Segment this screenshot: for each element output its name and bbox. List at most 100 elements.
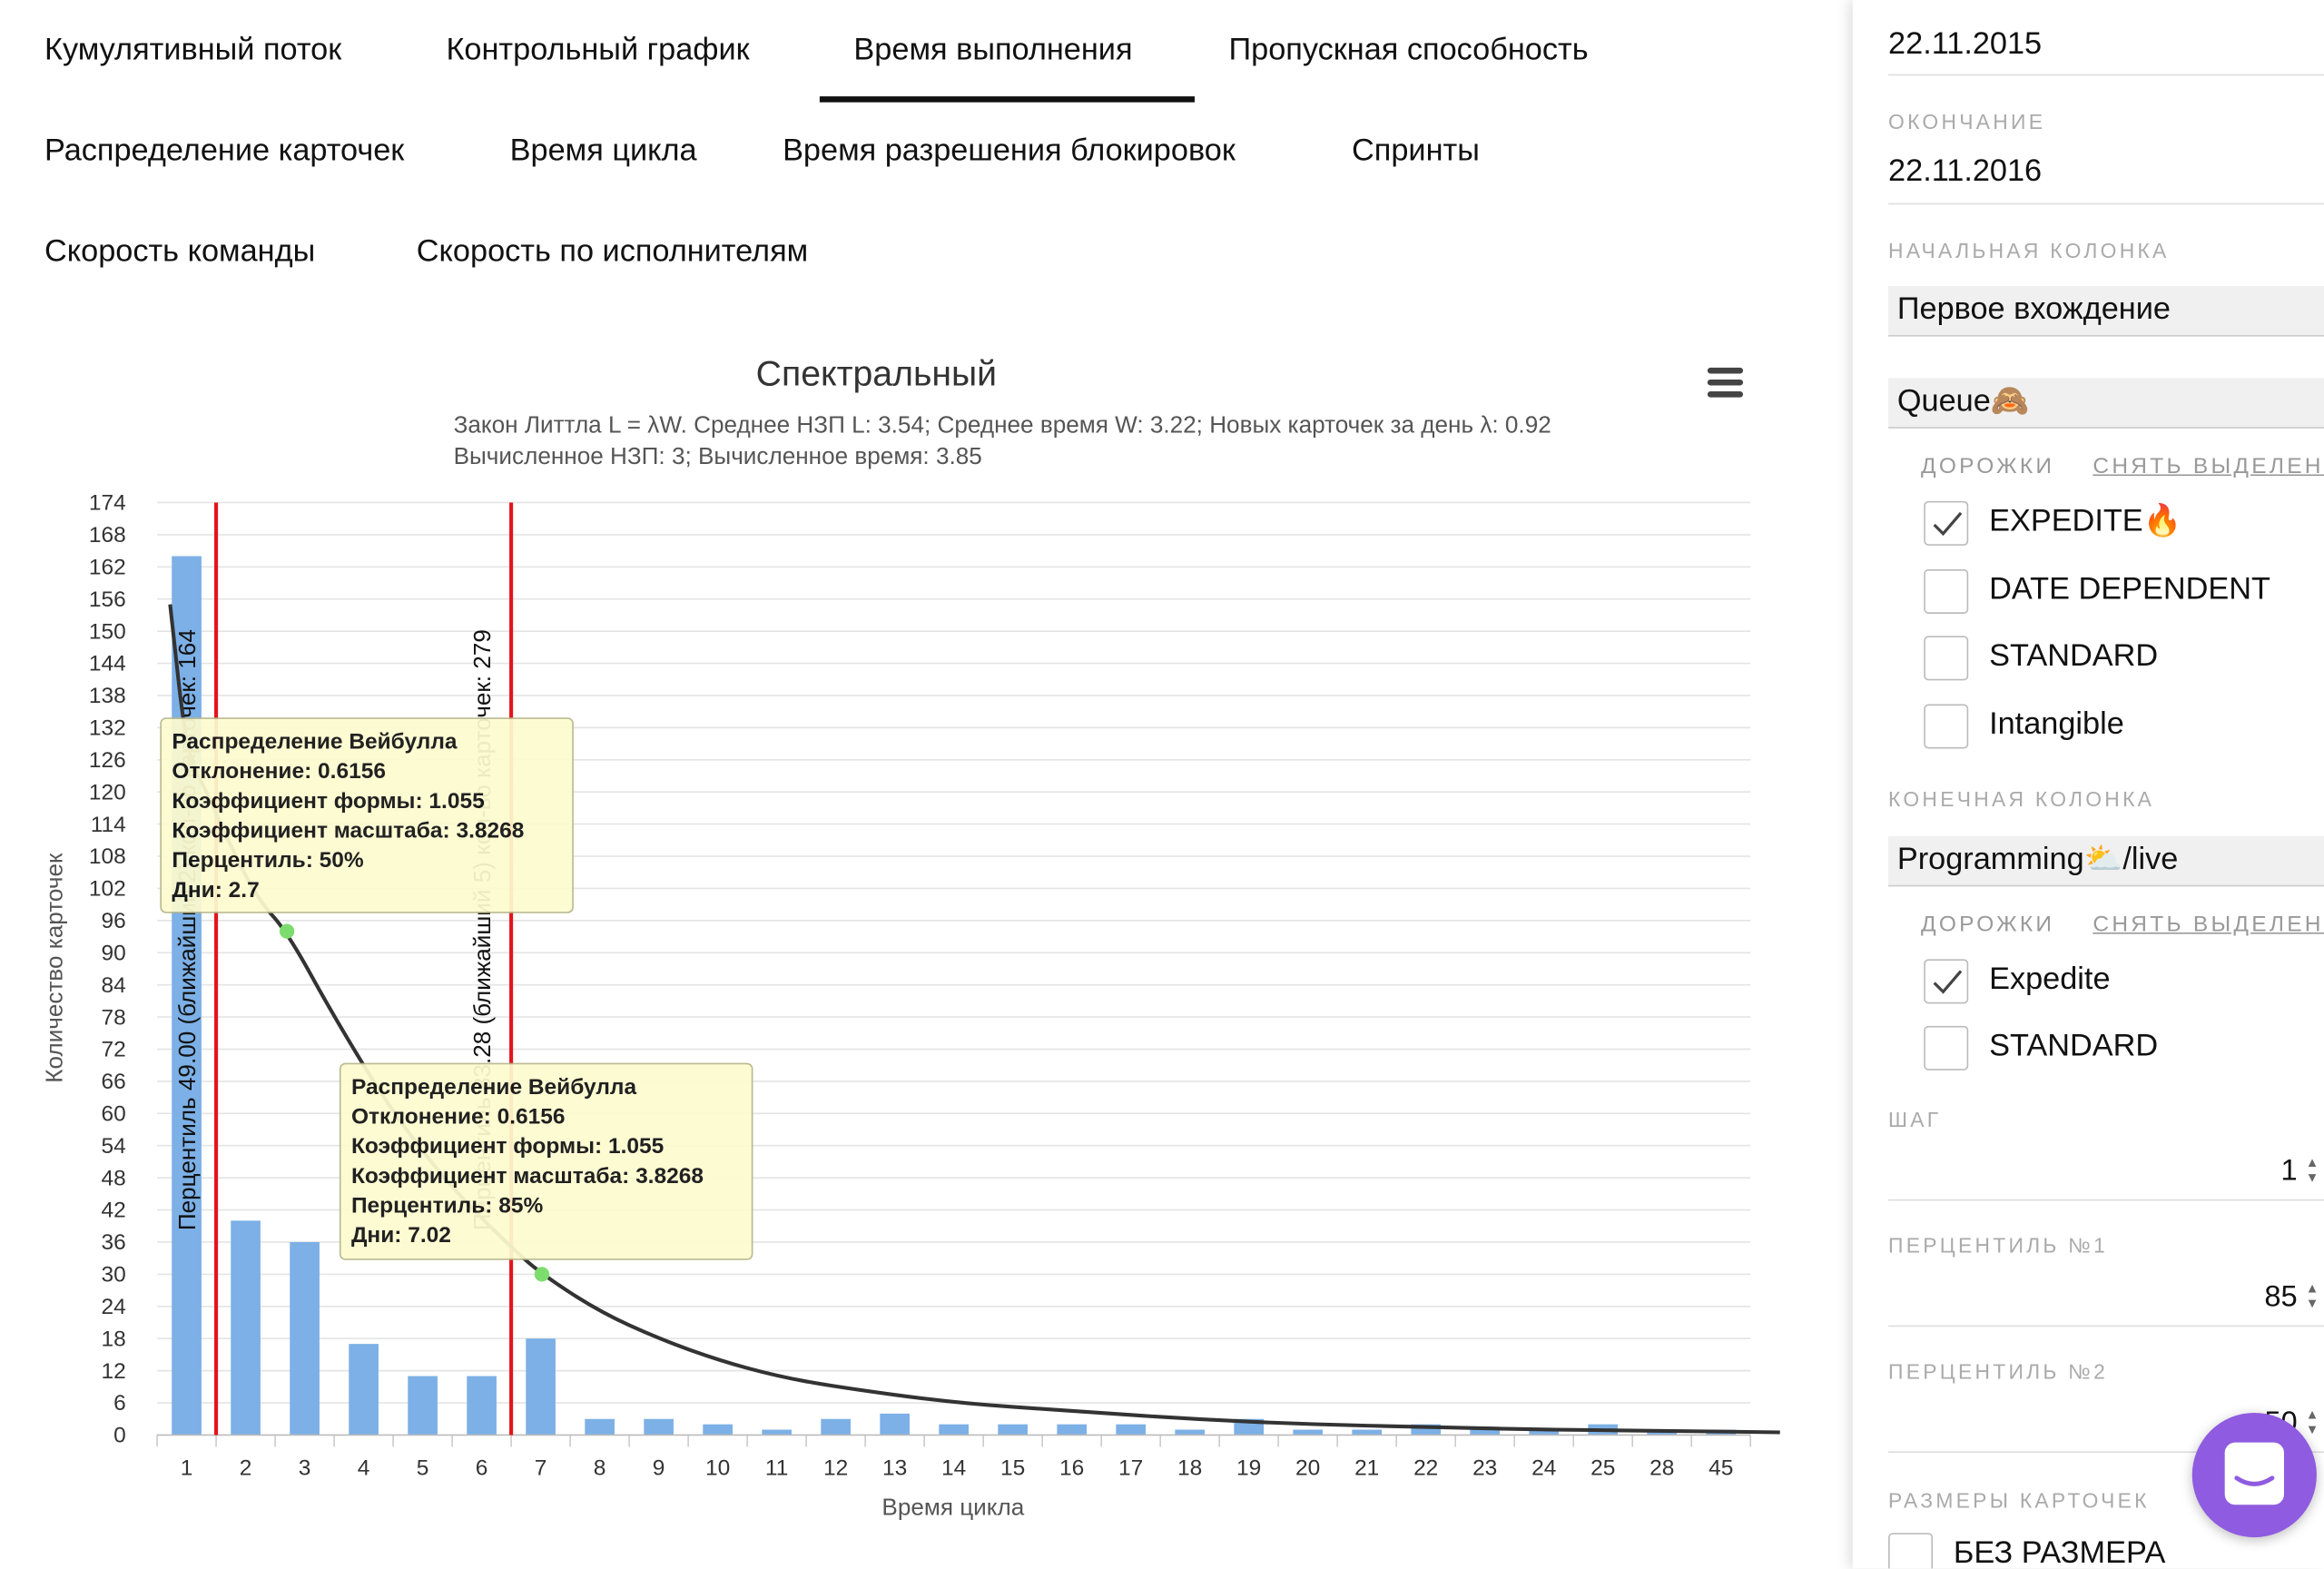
bar xyxy=(467,1376,497,1436)
checkbox[interactable] xyxy=(1924,704,1969,749)
lane-label: Intangible xyxy=(1989,706,2124,742)
start-column-mode-select[interactable]: Первое вхождение xyxy=(1888,286,2324,337)
bar xyxy=(1352,1429,1383,1436)
start-lanes-deselect-link[interactable]: СНЯТЬ ВЫДЕЛЕНИ xyxy=(2093,453,2324,479)
percentile2-label: ПЕРЦЕНТИЛЬ №2 xyxy=(1888,1359,2109,1384)
y-tick-label: 90 xyxy=(102,941,126,965)
tooltip-line: Отклонение: 0.6156 xyxy=(172,758,386,784)
tab-team-velocity[interactable]: Скорость команды xyxy=(44,233,316,269)
x-tick-label: 11 xyxy=(765,1456,788,1481)
tab-cumulative-flow[interactable]: Кумулятивный поток xyxy=(44,32,342,67)
y-tick-label: 24 xyxy=(102,1295,126,1319)
checkbox[interactable] xyxy=(1924,959,1969,1004)
lane-label: STANDARD xyxy=(1989,638,2159,674)
tooltip-line: Распределение Вейбулла xyxy=(350,1074,637,1100)
curve-marker xyxy=(279,923,295,939)
tab-control-chart[interactable]: Контрольный график xyxy=(446,32,750,67)
tooltip-line: Распределение Вейбулла xyxy=(172,729,458,755)
tab-assignee-velocity[interactable]: Скорость по исполнителям xyxy=(416,233,809,269)
weibull-tooltip-50: Распределение Вейбулла Отклонение: 0.615… xyxy=(160,717,574,913)
tab-sprints[interactable]: Спринты xyxy=(1352,133,1480,168)
y-tick-label: 0 xyxy=(113,1424,126,1448)
end-lanes-deselect-link[interactable]: СНЯТЬ ВЫДЕЛЕНИ xyxy=(2093,912,2324,937)
y-tick-label: 48 xyxy=(102,1166,126,1190)
y-tick-label: 150 xyxy=(89,619,126,644)
bar xyxy=(1411,1424,1442,1436)
x-tick-label: 1 xyxy=(181,1456,193,1481)
bar xyxy=(349,1344,379,1436)
lane-label: STANDARD xyxy=(1989,1029,2159,1063)
checkbox[interactable] xyxy=(1924,1025,1969,1071)
tab-cycle-time[interactable]: Время цикла xyxy=(509,133,697,168)
y-tick-label: 138 xyxy=(89,684,126,708)
y-tick-label: 174 xyxy=(89,491,126,516)
chat-launcher-button[interactable] xyxy=(2191,1412,2317,1538)
end-column-select[interactable]: Programming⛅/live xyxy=(1888,835,2324,887)
percentile1-label: ПЕРЦЕНТИЛЬ №1 xyxy=(1888,1233,2109,1258)
y-tick-label: 78 xyxy=(102,1005,126,1030)
y-tick-label: 60 xyxy=(102,1101,126,1126)
end-date-label: ОКОНЧАНИЕ xyxy=(1888,109,2046,133)
x-tick-label: 25 xyxy=(1590,1456,1615,1481)
bar xyxy=(998,1424,1028,1436)
step-input[interactable] xyxy=(2205,1150,2324,1192)
weibull-tooltip-85: Распределение Вейбулла Отклонение: 0.615… xyxy=(339,1062,753,1260)
y-tick-label: 66 xyxy=(102,1070,126,1094)
x-tick-label: 22 xyxy=(1413,1456,1438,1481)
y-tick-label: 54 xyxy=(102,1134,126,1159)
step-spinner-icon[interactable]: ▲ ▼ xyxy=(2305,1154,2319,1185)
checkmark-icon xyxy=(1933,970,1963,994)
bar xyxy=(821,1418,851,1436)
checkbox[interactable] xyxy=(1924,500,1969,546)
checkbox[interactable] xyxy=(1924,636,1969,681)
start-date-field[interactable]: 22.11.2015 xyxy=(1888,26,2043,61)
lane-label: Expedite xyxy=(1989,962,2111,997)
percentile1-spinner-icon[interactable]: ▲ ▼ xyxy=(2305,1280,2319,1311)
y-tick-label: 18 xyxy=(102,1327,126,1351)
y-tick-label: 72 xyxy=(102,1038,126,1062)
x-tick-label: 6 xyxy=(476,1456,488,1481)
divider xyxy=(1888,202,2324,205)
active-tab-underline xyxy=(819,96,1195,103)
tab-throughput[interactable]: Пропускная способность xyxy=(1228,32,1589,67)
lane-label: EXPEDITE🔥 xyxy=(1989,504,2182,538)
start-column-select[interactable]: Queue🙈 xyxy=(1888,378,2324,429)
tab-card-distribution[interactable]: Распределение карточек xyxy=(44,133,405,168)
x-tick-label: 15 xyxy=(1000,1456,1025,1481)
end-date-field[interactable]: 22.11.2016 xyxy=(1888,153,2043,189)
y-tick-label: 168 xyxy=(89,523,126,548)
y-tick-label: 6 xyxy=(113,1391,126,1416)
x-tick-label: 18 xyxy=(1177,1456,1202,1481)
x-axis-title: Время цикла xyxy=(881,1494,1024,1521)
divider xyxy=(1888,1325,2324,1327)
chart-subtitle-littles-law: Закон Литтла L = λW. Среднее НЗП L: 3.54… xyxy=(453,413,1551,439)
checkbox[interactable] xyxy=(1924,568,1969,614)
bar xyxy=(1470,1429,1501,1436)
percentile1-input[interactable] xyxy=(2205,1276,2324,1318)
bar xyxy=(1529,1429,1560,1436)
tooltip-line: Коэффициент формы: 1.055 xyxy=(172,788,485,814)
tab-lead-time[interactable]: Время выполнения xyxy=(853,32,1133,67)
y-tick-label: 96 xyxy=(102,909,126,933)
percentile2-spinner-icon[interactable]: ▲ ▼ xyxy=(2305,1406,2319,1437)
chart-subtitle-computed: Вычисленное НЗП: 3; Вычисленное время: 3… xyxy=(453,444,982,470)
y-tick-label: 42 xyxy=(102,1199,126,1223)
bar xyxy=(1057,1424,1087,1436)
hamburger-menu-icon[interactable] xyxy=(1707,367,1746,400)
bar xyxy=(880,1413,910,1436)
curve-marker xyxy=(534,1267,550,1282)
x-tick-label: 10 xyxy=(705,1456,730,1481)
card-sizes-label: РАЗМЕРЫ КАРТОЧЕК xyxy=(1888,1488,2150,1513)
tooltip-line: Отклонение: 0.6156 xyxy=(350,1104,566,1130)
bar xyxy=(172,556,202,1436)
x-tick-label: 21 xyxy=(1354,1456,1379,1481)
chart-title: Спектральный xyxy=(755,354,998,395)
tooltip-line: Коэффициент масштаба: 3.8268 xyxy=(350,1163,704,1189)
size-label: БЕЗ РАЗМЕРА xyxy=(1953,1535,2166,1569)
bar xyxy=(1175,1429,1205,1436)
x-tick-label: 3 xyxy=(299,1456,311,1481)
bar xyxy=(1293,1429,1324,1436)
tab-block-resolution-time[interactable]: Время разрешения блокировок xyxy=(783,133,1236,168)
checkbox[interactable] xyxy=(1888,1533,1934,1569)
end-lanes-label: ДОРОЖКИ xyxy=(1920,912,2055,937)
